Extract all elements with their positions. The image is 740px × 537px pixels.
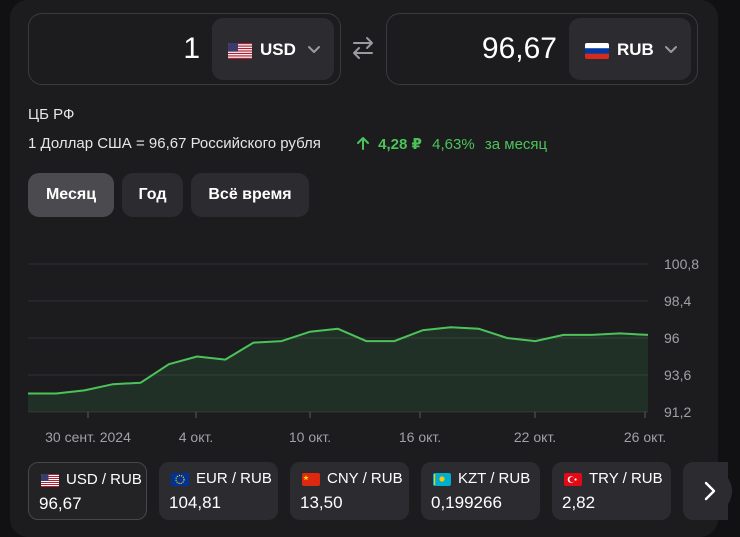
from-converter: 1 USD xyxy=(28,13,341,85)
chevron-down-icon xyxy=(308,46,320,53)
tile-pair: USD / RUB xyxy=(66,471,142,488)
tile-pair: TRY / RUB xyxy=(589,470,663,487)
ru-flag-icon xyxy=(585,43,609,59)
tile-value: 104,81 xyxy=(169,493,221,512)
tile-pair: EUR / RUB xyxy=(196,470,272,487)
x-tick-label: 22 окт. xyxy=(514,429,556,445)
us-flag-icon xyxy=(41,474,59,487)
tile-value: 96,67 xyxy=(39,494,82,513)
rate-chart: 100,8 98,4 96 93,6 91,2 30 сент. 2024 4 окт. 10… xyxy=(28,256,699,445)
rate-line xyxy=(28,326,649,395)
from-amount-input[interactable]: 1 xyxy=(183,32,200,65)
x-tick-label: 26 окт. xyxy=(624,429,666,445)
tile-value: 0,199266 xyxy=(431,493,502,512)
converter-card xyxy=(10,0,718,537)
period-all-time-button[interactable]: Всё время xyxy=(191,173,309,217)
x-tick-label: 4 окт. xyxy=(179,429,214,445)
rate-text: 1 Доллар США = 96,67 Российского рубля xyxy=(28,135,321,152)
tile-eur-rub[interactable]: EUR / RUB 104,81 xyxy=(159,462,278,520)
y-tick-label: 91,2 xyxy=(664,404,691,420)
from-currency-select[interactable]: USD xyxy=(212,18,334,80)
to-amount-input[interactable]: 96,67 xyxy=(481,32,557,65)
change-percent: 4,63% xyxy=(432,136,475,153)
tiles-next-button[interactable] xyxy=(686,468,732,514)
tr-flag-icon xyxy=(564,473,582,486)
tile-try-rub[interactable]: TRY / RUB 2,82 xyxy=(552,462,671,520)
chevron-right-icon xyxy=(704,481,716,501)
from-currency-code: USD xyxy=(260,40,296,59)
tile-pair: CNY / RUB xyxy=(327,470,403,487)
kz-flag-icon xyxy=(433,473,451,486)
tile-usd-rub[interactable]: USD / RUB 96,67 xyxy=(28,462,147,520)
to-currency-select[interactable]: RUB xyxy=(569,18,691,80)
change-absolute: 4,28 ₽ xyxy=(378,136,422,153)
change-period: за месяц xyxy=(484,136,548,153)
rate-source: ЦБ РФ xyxy=(28,106,75,123)
period-year-button[interactable]: Год xyxy=(122,173,183,217)
tile-cny-rub[interactable]: CNY / RUB 13,50 xyxy=(290,462,409,520)
arrow-up-icon xyxy=(357,137,369,150)
swap-icon[interactable] xyxy=(348,35,378,61)
currency-tiles: USD / RUB 96,67 EUR / RUB 104,81 CNY / R… xyxy=(28,462,728,522)
period-month-button[interactable]: Месяц xyxy=(28,173,114,217)
tile-value: 2,82 xyxy=(562,493,596,512)
rate-area xyxy=(28,327,648,412)
eu-flag-icon xyxy=(171,473,189,486)
to-currency-code: RUB xyxy=(617,40,654,59)
tile-value: 13,50 xyxy=(300,493,343,512)
y-tick-label: 98,4 xyxy=(664,293,691,309)
x-tick-label: 16 окт. xyxy=(399,429,441,445)
chevron-down-icon xyxy=(665,46,677,53)
us-flag-icon xyxy=(228,43,252,59)
tile-kzt-rub[interactable]: KZT / RUB 0,199266 xyxy=(421,462,540,520)
cn-flag-icon xyxy=(302,473,320,486)
to-converter: 96,67 RUB xyxy=(386,13,698,85)
x-tick-label: 30 сент. 2024 xyxy=(45,429,131,445)
tile-pair: KZT / RUB xyxy=(458,470,531,487)
y-tick-label: 93,6 xyxy=(664,367,691,383)
y-tick-label: 100,8 xyxy=(664,256,699,272)
rate-change: 4,28 ₽ 4,63% за месяц xyxy=(356,135,547,153)
y-tick-label: 96 xyxy=(664,330,680,346)
x-tick-label: 10 окт. xyxy=(289,429,331,445)
